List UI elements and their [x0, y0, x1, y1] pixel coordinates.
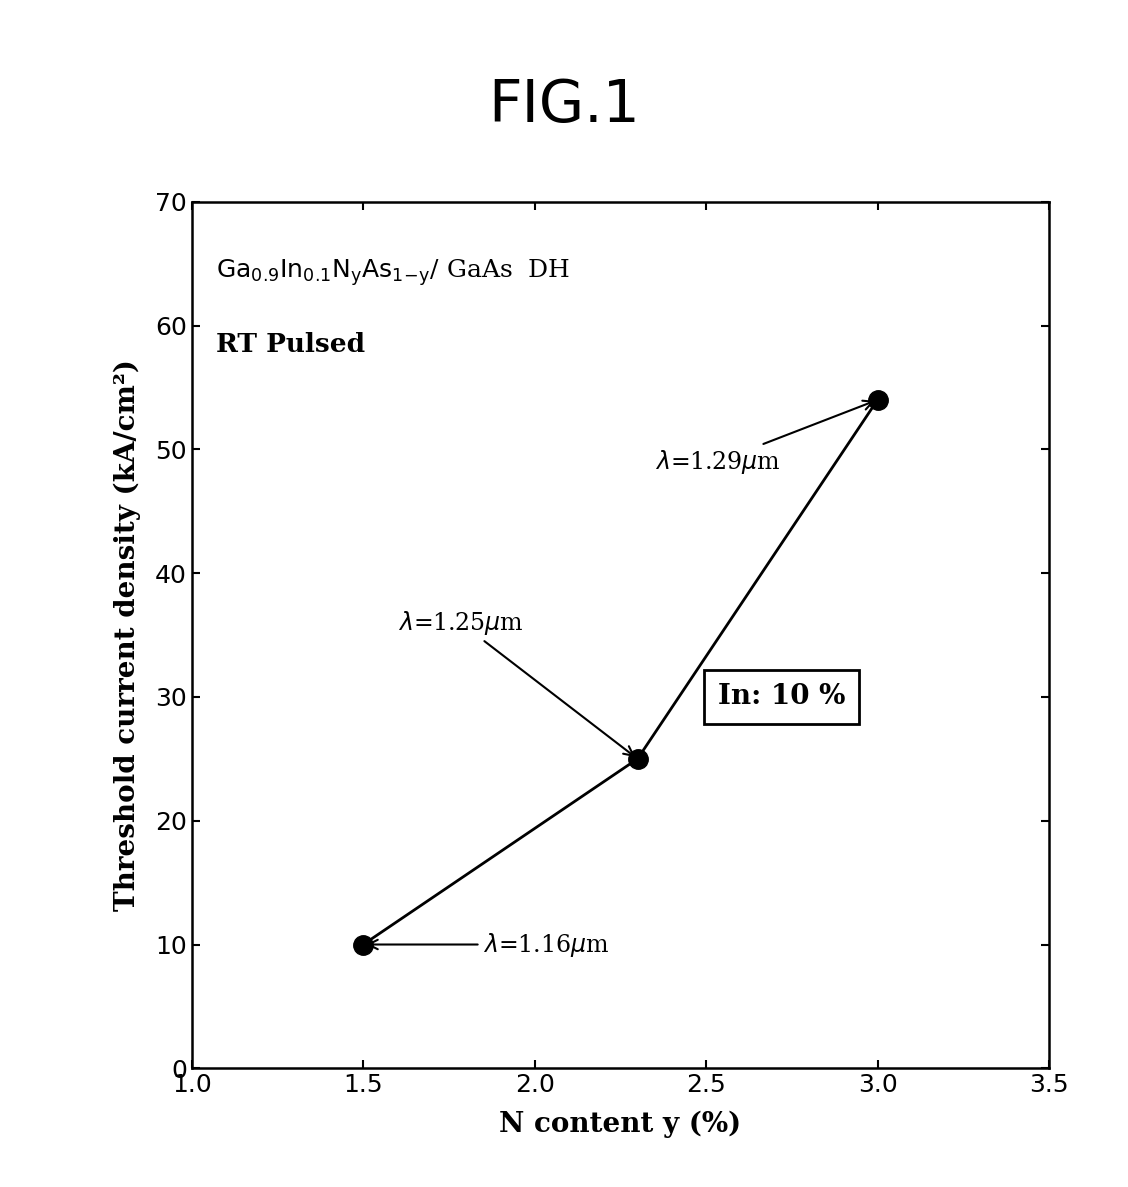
- Text: RT Pulsed: RT Pulsed: [215, 332, 364, 357]
- X-axis label: N content y (%): N content y (%): [500, 1111, 741, 1138]
- Text: In: 10 %: In: 10 %: [717, 684, 845, 711]
- Text: $\lambda$=1.29$\mu$m: $\lambda$=1.29$\mu$m: [654, 401, 873, 476]
- Text: $\lambda$=1.16$\mu$m: $\lambda$=1.16$\mu$m: [369, 931, 609, 959]
- Y-axis label: Threshold current density (kA/cm²): Threshold current density (kA/cm²): [114, 360, 141, 910]
- Text: FIG.1: FIG.1: [488, 77, 640, 134]
- Text: $\mathrm{Ga_{0.9}In_{0.1}N_yAs_{1\!-\!y}}$/ GaAs  DH: $\mathrm{Ga_{0.9}In_{0.1}N_yAs_{1\!-\!y}…: [215, 258, 570, 288]
- Text: $\lambda$=1.25$\mu$m: $\lambda$=1.25$\mu$m: [397, 609, 634, 756]
